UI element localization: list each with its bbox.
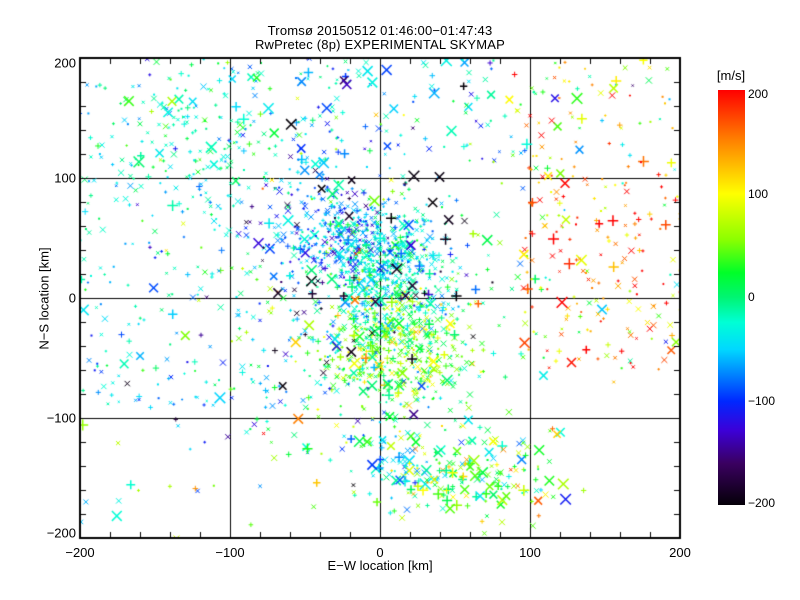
x-tick-label-neg100: −100 [215,545,245,560]
colorbar-unit-label: [m/s] [716,68,746,83]
y-axis-label: N−S location [km] [36,247,52,350]
y-tick-label-neg100: −100 [46,410,76,426]
x-tick-label-200: 200 [669,545,691,560]
colorbar-tick-0: 0 [748,290,755,304]
colorbar-gradient [718,90,745,505]
y-tick-label-0: 0 [68,290,76,306]
y-tick-label-100: 100 [54,170,76,186]
y-tick-label-200: 200 [54,55,76,71]
colorbar-tick-100: 100 [748,187,769,201]
plot-title-line1: Tromsø 20150512 01:46:00−01:47:43 [267,23,493,38]
x-tick-label-100: 100 [519,545,541,560]
plot-title: Tromsø 20150512 01:46:00−01:47:43 RwPret… [80,24,680,52]
plot-title-line2: RwPretec (8p) EXPERIMENTAL SKYMAP [254,37,506,52]
x-axis-label: E−W location [km] [327,558,433,573]
x-tick-label-neg200: −200 [65,545,95,560]
colorbar-tick-200: 200 [748,87,769,101]
colorbar-tick-neg100: −100 [748,394,776,408]
y-tick-label-neg200: −200 [46,525,76,541]
colorbar-tick-neg200: −200 [748,496,776,510]
x-tick-label-0: 0 [376,545,384,560]
